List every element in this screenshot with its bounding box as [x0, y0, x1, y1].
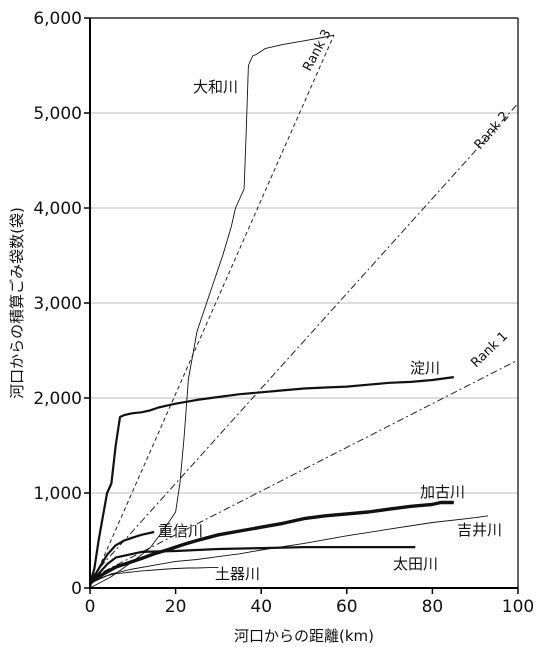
reference-line-label: Rank 2: [472, 109, 513, 153]
series-label: 太田川: [393, 555, 438, 573]
y-axis-label: 河口からの積算ごみ袋数(袋): [8, 207, 26, 399]
reference-line: [89, 34, 335, 589]
x-tick-label: 0: [85, 597, 96, 617]
series-label: 重信川: [158, 522, 203, 540]
y-tick-label: 0: [71, 579, 82, 599]
series-label: 淀川: [410, 359, 440, 377]
reference-line-label: Rank 3: [300, 27, 334, 74]
series-line: [89, 567, 219, 584]
x-tick-label: 20: [165, 597, 187, 617]
series-lines: [88, 34, 489, 589]
series-line: [89, 530, 155, 584]
x-tick-label: 100: [502, 597, 534, 617]
y-tick-label: 6,000: [33, 9, 82, 29]
series-line: [88, 500, 454, 585]
series-line: [89, 545, 416, 585]
reference-line: [89, 359, 519, 579]
y-tick-label: 5,000: [33, 104, 82, 124]
x-axis-label: 河口からの距離(km): [234, 627, 374, 645]
x-tick-label: 40: [250, 597, 272, 617]
tick-labels: 0 1,000 2,000 3,000 4,000 5,000 6,000 0 20 40 60 80…: [33, 9, 534, 617]
x-tick-label: 60: [336, 597, 358, 617]
series-line: [89, 515, 489, 584]
y-tick-label: 3,000: [33, 294, 82, 314]
series-label: 加古川: [420, 483, 465, 501]
reference-line: [89, 103, 519, 579]
x-tick-label: 80: [422, 597, 444, 617]
series-label: 吉井川: [457, 521, 502, 539]
series-line: [88, 376, 454, 584]
series-line: [89, 34, 335, 589]
y-tick-label: 4,000: [33, 199, 82, 219]
reference-lines: [89, 34, 519, 589]
series-label: 土器川: [215, 565, 260, 583]
grid-lines: [90, 112, 518, 494]
reference-line-label: Rank 1: [468, 329, 511, 371]
y-tick-label: 1,000: [33, 484, 82, 504]
y-tick-label: 2,000: [33, 389, 82, 409]
series-label: 大和川: [193, 78, 238, 96]
